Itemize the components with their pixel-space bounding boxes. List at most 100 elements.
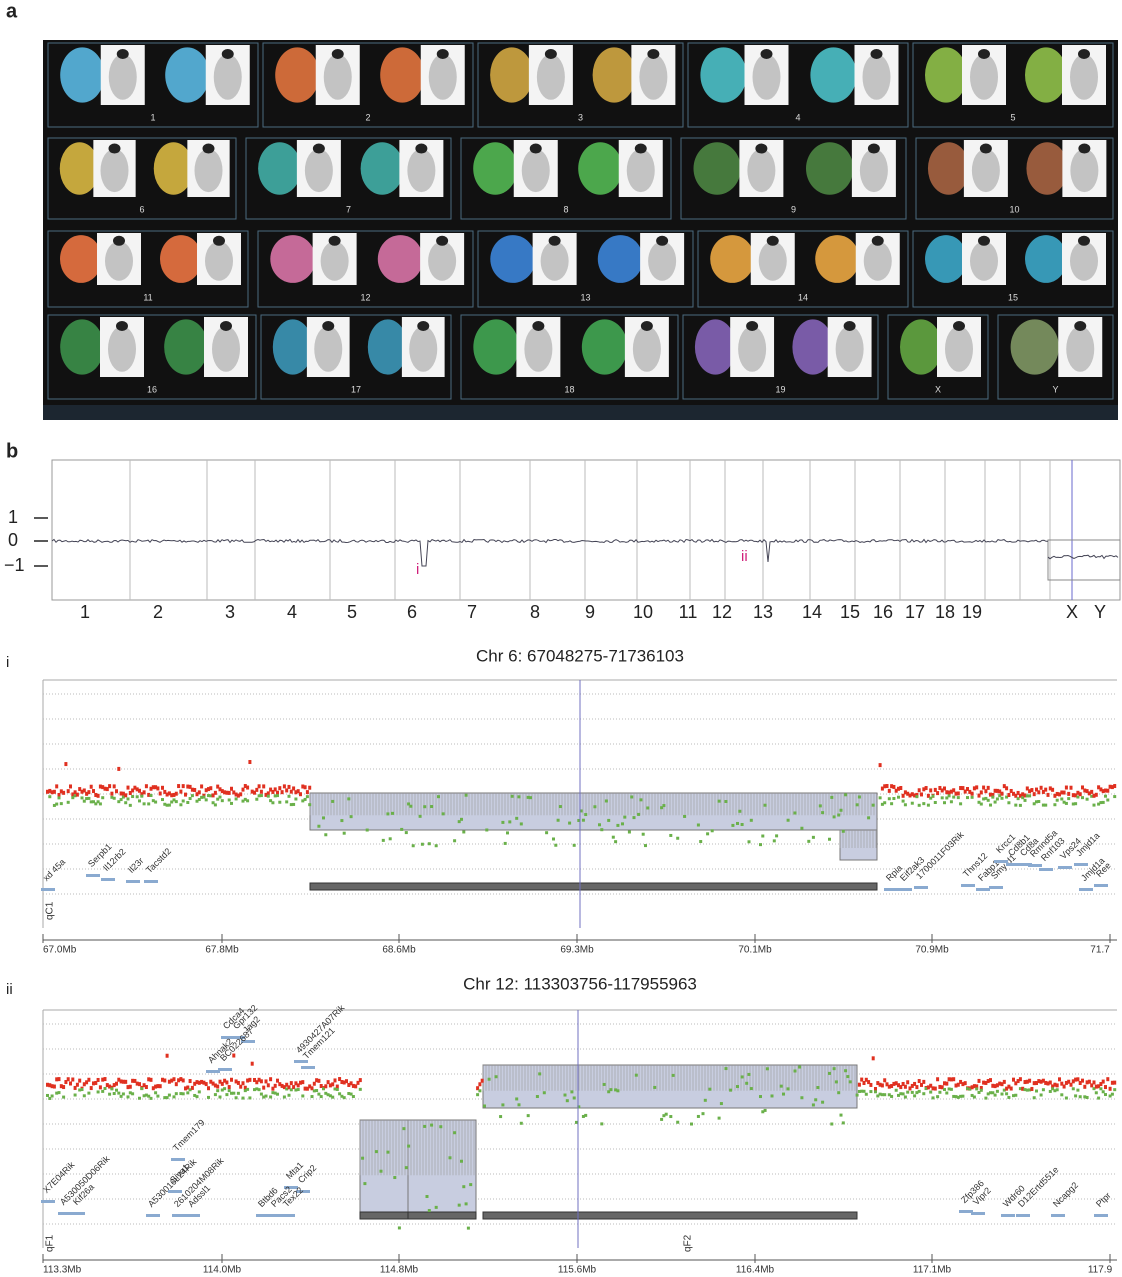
probe-green xyxy=(435,844,438,847)
chromosome-blob xyxy=(380,47,424,102)
chromosome-label: 15 xyxy=(840,602,860,622)
probe-green xyxy=(794,811,797,814)
probe-red xyxy=(925,786,928,790)
probe-green xyxy=(173,1095,176,1098)
chromosome-blob xyxy=(361,142,404,194)
probe-green xyxy=(179,803,182,806)
probe-red xyxy=(943,786,946,790)
probe-green xyxy=(168,1094,171,1097)
axis-tick-label: 71.7 xyxy=(1090,945,1110,956)
probe-green xyxy=(918,804,921,807)
probe-green xyxy=(308,803,311,806)
probe-red xyxy=(216,1085,219,1089)
gene-bar xyxy=(914,886,928,889)
probe-green xyxy=(460,1160,463,1163)
probe-red xyxy=(104,1077,107,1081)
probe-green xyxy=(423,1125,426,1128)
chromosome-label: Y xyxy=(1094,602,1106,622)
chromosome-shade xyxy=(212,326,240,372)
probe-green xyxy=(527,1114,530,1117)
probe-red xyxy=(150,1078,153,1082)
probe-green xyxy=(1081,796,1084,799)
probe-green xyxy=(863,1090,866,1093)
probe-green xyxy=(991,796,994,799)
chromosome-blob xyxy=(792,319,833,374)
chromosome-label: 6 xyxy=(139,204,144,214)
probe-green xyxy=(915,795,918,798)
probe-green xyxy=(773,839,776,842)
probe-green xyxy=(582,819,585,822)
probe-green xyxy=(922,802,925,805)
probe-green xyxy=(311,1095,314,1098)
chromosome-label: 2 xyxy=(153,602,163,622)
centromere xyxy=(530,144,542,154)
probe-green xyxy=(216,1089,219,1092)
chromosome-blob xyxy=(490,235,535,283)
probe-green xyxy=(248,1096,251,1099)
centromere xyxy=(980,144,992,154)
probe-red xyxy=(1083,1085,1086,1089)
probe-green xyxy=(214,1093,217,1096)
probe-green xyxy=(676,837,679,840)
probe-green xyxy=(161,798,164,801)
chromosome-shade xyxy=(970,241,998,281)
probe-red xyxy=(248,760,251,764)
probe-green xyxy=(628,831,631,834)
probe-green xyxy=(883,1093,886,1096)
probe-green xyxy=(1076,1089,1079,1092)
probe-green xyxy=(458,1204,461,1207)
probe-green xyxy=(81,796,84,799)
probe-green xyxy=(271,801,274,804)
gene-bar xyxy=(71,1212,85,1215)
probe-green xyxy=(214,803,217,806)
chromosome-blob xyxy=(273,319,313,374)
probe-green xyxy=(186,1091,189,1094)
probe-green xyxy=(984,1097,987,1100)
probe-green xyxy=(1001,797,1004,800)
probe-red xyxy=(1033,792,1036,796)
probe-green xyxy=(58,796,61,799)
probe-green xyxy=(764,1109,767,1112)
gene-bar xyxy=(186,1214,200,1217)
probe-red xyxy=(184,793,187,797)
probe-green xyxy=(81,1088,84,1091)
chromosome-blob xyxy=(900,319,942,374)
probe-red xyxy=(987,786,990,790)
probe-green xyxy=(1005,1092,1008,1095)
probe-green xyxy=(989,804,992,807)
gene-bar xyxy=(994,860,1008,863)
probe-green xyxy=(202,796,205,799)
chromosome-label: 3 xyxy=(578,112,583,122)
probe-red xyxy=(1109,1087,1112,1091)
probe-green xyxy=(771,1094,774,1097)
probe-red xyxy=(886,784,889,788)
gene-bar xyxy=(172,1214,186,1217)
probe-green xyxy=(745,1082,748,1085)
chromosome-shade xyxy=(305,149,333,192)
probe-red xyxy=(145,1085,148,1089)
probe-green xyxy=(741,823,744,826)
probe-red xyxy=(1058,1077,1061,1081)
gene-bar xyxy=(144,880,158,883)
probe-red xyxy=(62,1085,65,1089)
probe-green xyxy=(890,1095,893,1098)
chromosome-blob xyxy=(1026,142,1067,194)
probe-green xyxy=(697,823,700,826)
probe-red xyxy=(971,792,974,796)
chromosome-label: 10 xyxy=(633,602,653,622)
probe-green xyxy=(943,801,946,804)
genome-plot-frame xyxy=(52,460,1120,600)
probe-green xyxy=(929,1091,932,1094)
probe-green xyxy=(437,795,440,798)
probe-red xyxy=(1030,788,1033,792)
probe-red xyxy=(225,1080,228,1084)
probe-green xyxy=(932,1096,935,1099)
probe-green xyxy=(1099,1087,1102,1090)
probe-green xyxy=(58,1091,61,1094)
probe-green xyxy=(113,1092,116,1095)
probe-green xyxy=(347,797,350,800)
probe-red xyxy=(1065,786,1068,790)
probe-green xyxy=(676,1121,679,1124)
chromosome-blob xyxy=(275,47,319,102)
probe-green xyxy=(1014,1094,1017,1097)
